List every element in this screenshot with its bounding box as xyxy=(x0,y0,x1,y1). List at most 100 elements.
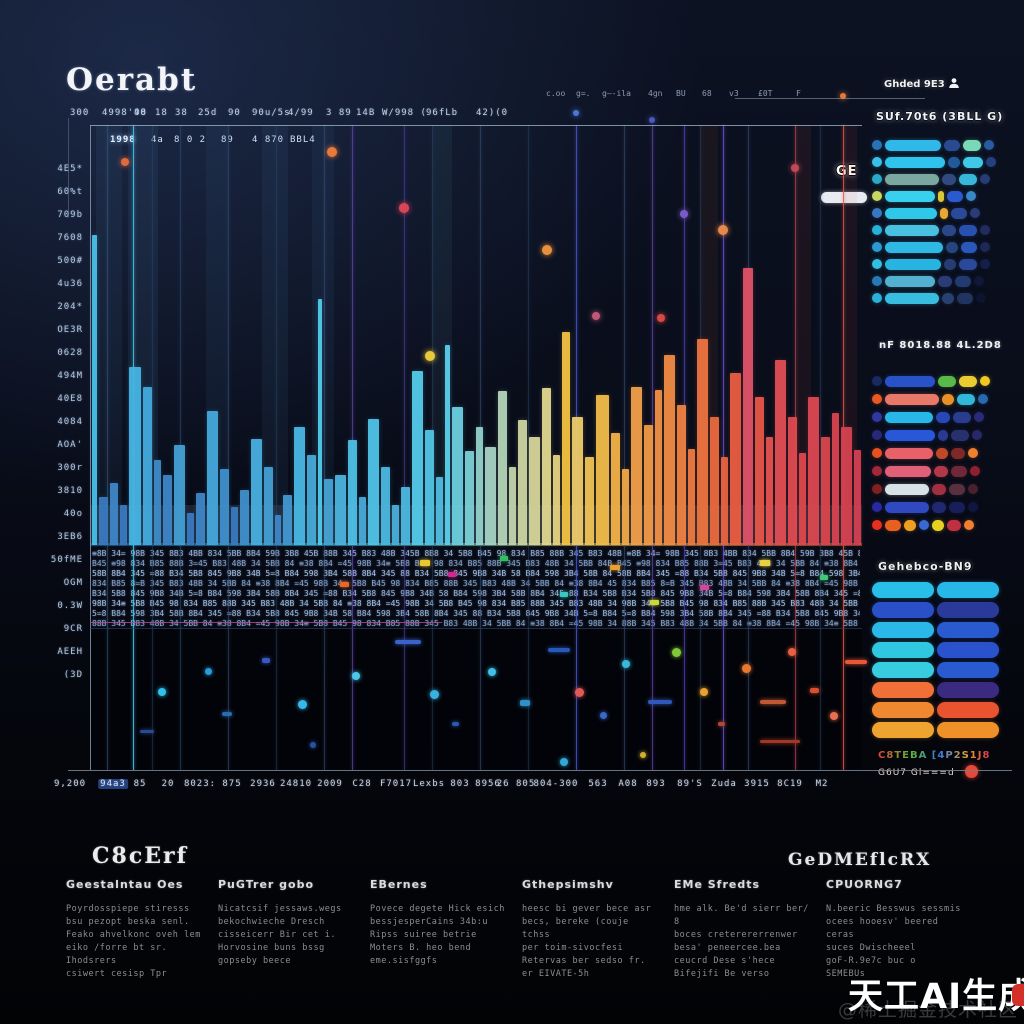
glow-item xyxy=(262,658,270,663)
glow-item xyxy=(488,668,496,676)
legend-dot xyxy=(872,484,882,494)
legend-pill xyxy=(951,447,965,459)
ge-badge[interactable]: GE xyxy=(836,164,858,179)
footer-column-line: Nicatcsif jessaws.wegs xyxy=(218,904,342,914)
glow-item xyxy=(760,740,800,743)
matrix-row: 834 B85 8=B 345 B83 48B 34 5BB 84 ≡38 8B… xyxy=(92,579,860,588)
bar xyxy=(572,417,583,545)
y-axis-label: 4u36 xyxy=(57,279,83,289)
legend-row[interactable] xyxy=(872,464,980,478)
footer-column-heading: CPUORNG7 xyxy=(826,878,903,891)
bar xyxy=(664,355,675,545)
legend-dot xyxy=(970,466,980,476)
legend-row[interactable] xyxy=(872,428,982,442)
legend-row[interactable] xyxy=(872,662,999,678)
legend-row[interactable] xyxy=(872,172,990,186)
legend-row[interactable] xyxy=(872,410,984,424)
legend-pill xyxy=(944,258,956,270)
bar xyxy=(465,451,474,545)
footer-column: EBernes Povece degete Hick esich bessjespe… xyxy=(370,878,507,981)
legend-pill xyxy=(937,722,999,738)
bar xyxy=(392,505,399,545)
top-axis-label: 25d xyxy=(198,108,218,118)
inner-axis-label: 4 870 xyxy=(252,135,285,145)
top-axis-label: 96fLb xyxy=(426,108,459,118)
bar xyxy=(368,419,379,545)
legend-row[interactable] xyxy=(872,206,980,220)
legend-dot xyxy=(872,376,882,386)
legend-pill xyxy=(937,622,999,638)
legend-row[interactable] xyxy=(872,155,996,169)
glow-item xyxy=(140,730,154,733)
bar xyxy=(99,497,108,545)
bar xyxy=(688,449,695,545)
footer-column-line: hme alk. Be'd sierr ber/ 8 xyxy=(674,904,809,927)
legend-row[interactable] xyxy=(872,240,990,254)
footer-column-line: boces creterererrenwer xyxy=(674,930,798,940)
glow-item xyxy=(760,700,786,704)
bar xyxy=(677,405,686,545)
legend-pill xyxy=(872,722,934,738)
legend-row[interactable] xyxy=(872,582,999,598)
legend-pill xyxy=(872,702,934,718)
legend-dot xyxy=(968,502,978,512)
bar xyxy=(154,460,161,545)
y-axis-label: 40o xyxy=(63,509,83,519)
legend-row[interactable] xyxy=(872,257,990,271)
legend-pill xyxy=(885,190,935,202)
legend-dot xyxy=(872,502,882,512)
x-axis-label: 9,200 xyxy=(53,779,87,789)
legend-row[interactable] xyxy=(872,682,999,698)
bar xyxy=(425,430,434,545)
legend-dot xyxy=(974,412,984,422)
glow-item xyxy=(845,660,867,664)
legend-row[interactable] xyxy=(872,274,984,288)
bar xyxy=(611,433,620,545)
legend-row[interactable] xyxy=(872,189,976,203)
legend-row[interactable] xyxy=(872,518,974,532)
footer-column-heading: PuGTrer gobo xyxy=(218,878,315,891)
legend-pill xyxy=(885,501,929,513)
legend-row[interactable] xyxy=(872,392,988,406)
legend-dot xyxy=(872,225,882,235)
legend-row[interactable] xyxy=(872,642,999,658)
legend-dot xyxy=(980,225,990,235)
y-axis-label: (3D xyxy=(63,670,83,680)
white-pill-badge[interactable] xyxy=(821,192,867,203)
bar xyxy=(808,397,819,545)
legend-row[interactable] xyxy=(872,622,999,638)
inner-axis-label: BBL4 xyxy=(290,135,316,145)
legend-pill xyxy=(885,519,901,531)
bar xyxy=(307,455,316,545)
scatter-dot xyxy=(399,203,409,213)
legend-row[interactable] xyxy=(872,722,999,738)
legend-row[interactable] xyxy=(872,223,990,237)
bar xyxy=(129,367,141,545)
bar xyxy=(283,495,292,545)
footer-column-line: besa' peneercee.bea xyxy=(674,943,781,953)
legend-row[interactable] xyxy=(872,446,978,460)
legend-row[interactable] xyxy=(872,138,994,152)
bar xyxy=(799,453,806,545)
matrix-row: 58B 8B4 345 =88 B34 5B8 845 9B8 34B 5=8 … xyxy=(92,569,860,578)
footer-column: PuGTrer gobo Nicatcsif jessaws.wegs bekoch… xyxy=(218,878,355,981)
footer-column-line: ceucrd Dese s'hece xyxy=(674,956,776,966)
glow-item xyxy=(158,688,166,696)
legend-row[interactable] xyxy=(872,291,986,305)
gridline xyxy=(624,125,625,770)
scatter-dot xyxy=(592,312,600,320)
bar xyxy=(220,469,229,545)
legend-row[interactable] xyxy=(872,500,978,514)
legend-row[interactable] xyxy=(872,602,999,618)
legend-row[interactable] xyxy=(872,374,990,388)
legend-pill xyxy=(947,190,963,202)
gridline xyxy=(276,125,277,770)
x-axis-label: 893 xyxy=(646,779,666,789)
bar xyxy=(120,505,127,545)
legend-pill xyxy=(885,483,929,495)
legend-row[interactable] xyxy=(872,482,978,496)
page-title: Oerabt xyxy=(66,62,198,98)
glow-item xyxy=(395,640,421,644)
bar xyxy=(721,457,728,545)
legend-row[interactable] xyxy=(872,702,999,718)
